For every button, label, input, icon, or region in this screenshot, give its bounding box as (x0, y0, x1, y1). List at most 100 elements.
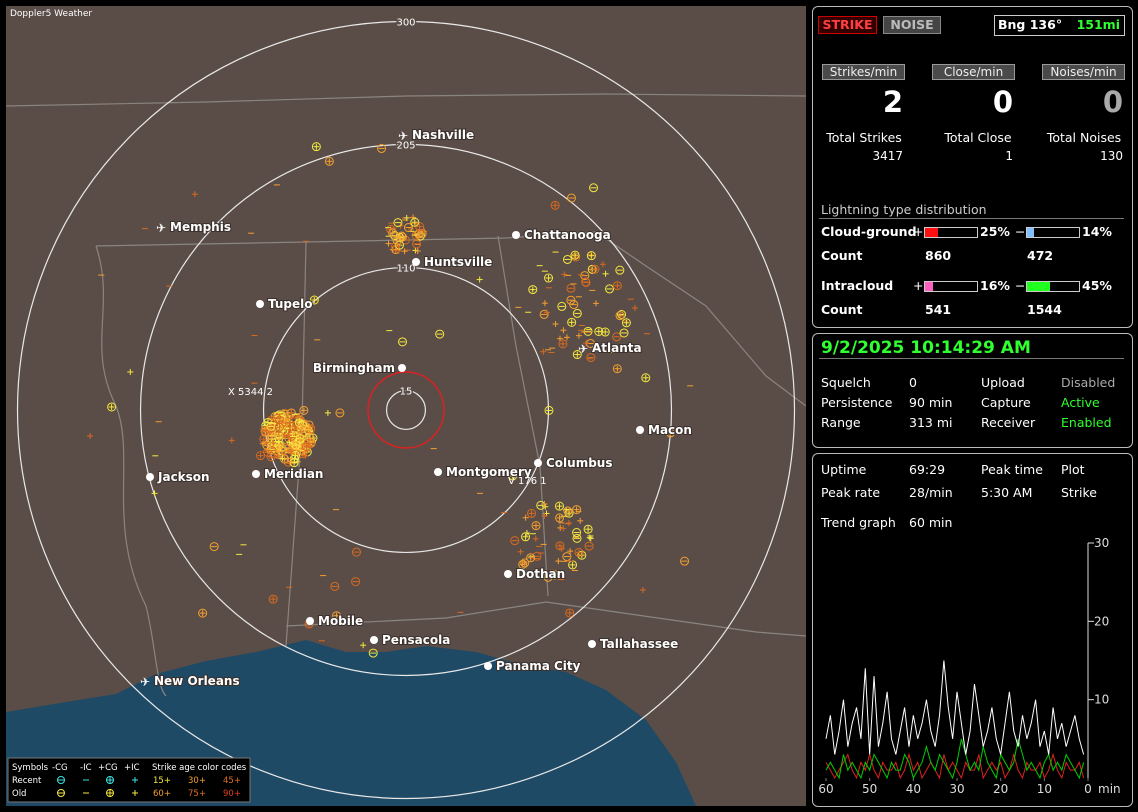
city-label: Tupelo (268, 297, 313, 311)
legend-symbol (106, 789, 114, 797)
strike (544, 273, 554, 283)
trend-label: Trend graph (821, 515, 896, 530)
legend-text: +IC (124, 763, 140, 773)
field: Disabled (1061, 375, 1116, 390)
city-dot (412, 258, 420, 266)
strike (521, 532, 531, 542)
strike (508, 471, 518, 481)
strike (517, 548, 524, 555)
plus-sign: + (913, 278, 924, 293)
strike (552, 320, 559, 327)
strike (414, 248, 421, 255)
city-label: Panama City (496, 659, 581, 673)
strike (557, 301, 567, 311)
ring-label: 205 (396, 141, 415, 152)
city-dot (306, 617, 314, 625)
field: Plot (1061, 462, 1085, 477)
strike (151, 490, 158, 497)
strike-ring (289, 458, 299, 468)
field: Squelch (821, 375, 871, 390)
city-label: Birmingham (313, 361, 395, 375)
legend-text: -IC (80, 763, 92, 773)
divider (819, 358, 1124, 359)
field: Strike (1061, 485, 1097, 500)
strike-ring (280, 454, 290, 464)
city-dot (636, 426, 644, 434)
strike (572, 350, 582, 360)
strike (554, 501, 564, 511)
strike (550, 200, 560, 210)
strike-ring (412, 239, 422, 249)
strike (274, 422, 284, 432)
strike (572, 505, 582, 515)
strike-ring (558, 339, 568, 349)
strike (415, 222, 425, 232)
strike (563, 506, 573, 516)
legend-symbol (57, 789, 65, 797)
status-panel (812, 333, 1133, 448)
y-tick-label: 20 (1094, 614, 1109, 628)
strike (562, 552, 572, 562)
strike (541, 300, 548, 307)
rate-header: Strikes/min (822, 64, 905, 80)
strike (605, 284, 615, 294)
rate-value: 0 (1102, 85, 1123, 119)
strike-ring (600, 327, 610, 337)
strike (531, 521, 541, 531)
strike (299, 405, 309, 415)
strike (324, 156, 334, 166)
strike (401, 248, 408, 255)
strike-ring (291, 440, 301, 450)
strike (586, 251, 596, 261)
x-tick-label: 50 (862, 782, 877, 796)
strike-ring (263, 447, 273, 457)
field: 69:29 (909, 462, 946, 477)
strike-ring (562, 552, 572, 562)
strike (311, 142, 321, 152)
strike (544, 405, 554, 415)
noise-tab[interactable]: NOISE (883, 16, 941, 34)
field: 0 (909, 375, 917, 390)
strike-ring (590, 264, 600, 274)
strike (572, 308, 582, 318)
strike (520, 558, 530, 568)
strike (291, 440, 301, 450)
strike (555, 541, 565, 551)
field: 5:30 AM (981, 485, 1033, 500)
strike-ring (584, 541, 594, 551)
strike (286, 439, 293, 446)
strike-ring (351, 577, 361, 587)
trend-graph: 10 20 30 60 50 40 30 20 10 0 min (818, 536, 1120, 796)
legend-text: Symbols (12, 763, 49, 773)
strike-ring (563, 506, 573, 516)
strike (301, 442, 311, 452)
strike-ring (572, 528, 582, 538)
strike-ring (414, 229, 424, 239)
strike (600, 327, 610, 337)
city-label: Jackson (157, 470, 210, 484)
legend-symbol (132, 790, 138, 796)
city-dot (146, 473, 154, 481)
strike (523, 529, 530, 536)
strike (275, 429, 282, 436)
strike (528, 285, 538, 295)
strike-ring (615, 311, 625, 321)
city-label: Memphis (170, 220, 231, 234)
strike-ring (583, 326, 593, 336)
strike (590, 264, 600, 274)
strike (621, 318, 631, 328)
strike (612, 281, 622, 291)
strike-ring (277, 443, 287, 453)
strike-tab[interactable]: STRIKE (818, 16, 877, 34)
strike (267, 445, 277, 455)
field: Active (1061, 395, 1100, 410)
city-label: Chattanooga (524, 228, 611, 242)
city-dot (434, 468, 442, 476)
strike-ring (574, 547, 584, 557)
pct-fill (1027, 228, 1035, 237)
strike-ring (305, 433, 315, 443)
city-label: Mobile (318, 614, 363, 628)
city-dot (252, 470, 260, 478)
strike (266, 452, 276, 462)
strike (332, 611, 342, 621)
